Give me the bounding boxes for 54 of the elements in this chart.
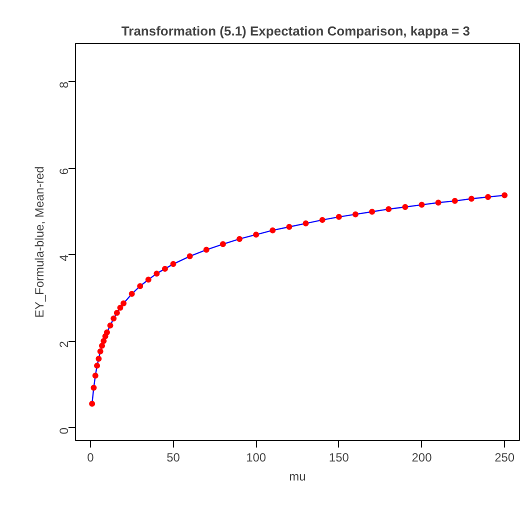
point [92, 372, 98, 379]
y-axis-title: EY_Formula-blue, Mean-red [32, 166, 46, 318]
point [502, 192, 508, 198]
point [418, 202, 425, 208]
x-tick-label: 50 [166, 450, 180, 464]
point [145, 276, 152, 283]
y-tick-label: 2 [57, 340, 71, 348]
x-tick-label: 200 [412, 450, 432, 464]
point [120, 300, 127, 306]
point [89, 400, 96, 407]
x-tick-label: 100 [246, 450, 266, 464]
chart-title: Transformation (5.1) Expectation Comparison, kappa = 3 [121, 24, 470, 38]
point [100, 338, 107, 344]
point [154, 270, 160, 277]
point [319, 216, 326, 223]
point [114, 310, 120, 316]
point [107, 322, 114, 328]
point [162, 266, 168, 272]
point [369, 208, 376, 215]
point [286, 224, 292, 230]
point [186, 253, 193, 260]
point [203, 246, 210, 253]
y-tick-label: 8 [57, 81, 71, 88]
point [452, 198, 458, 204]
point [435, 200, 442, 206]
point [128, 290, 135, 297]
x-tick-label: 250 [494, 450, 515, 464]
point [236, 236, 243, 242]
point [352, 211, 358, 218]
point [468, 196, 474, 202]
point [485, 194, 492, 200]
point [97, 348, 104, 354]
x-axis-title: mu [289, 470, 306, 484]
point [402, 204, 408, 210]
point [336, 214, 342, 220]
point [94, 362, 100, 369]
y-tick-label: 6 [57, 168, 71, 175]
x-tick-label: 0 [87, 450, 94, 464]
point [170, 261, 176, 268]
y-tick-label: 4 [57, 254, 71, 262]
point [110, 316, 117, 322]
point [90, 384, 97, 391]
point [99, 342, 106, 349]
y-tick-label: 0 [57, 427, 71, 434]
point [117, 304, 124, 311]
point [270, 227, 276, 234]
point [137, 283, 144, 290]
point [302, 220, 309, 226]
point [104, 329, 110, 336]
point [96, 356, 102, 362]
point [253, 232, 260, 238]
point [386, 206, 392, 212]
point [220, 241, 226, 248]
x-tick-label: 150 [328, 450, 350, 464]
